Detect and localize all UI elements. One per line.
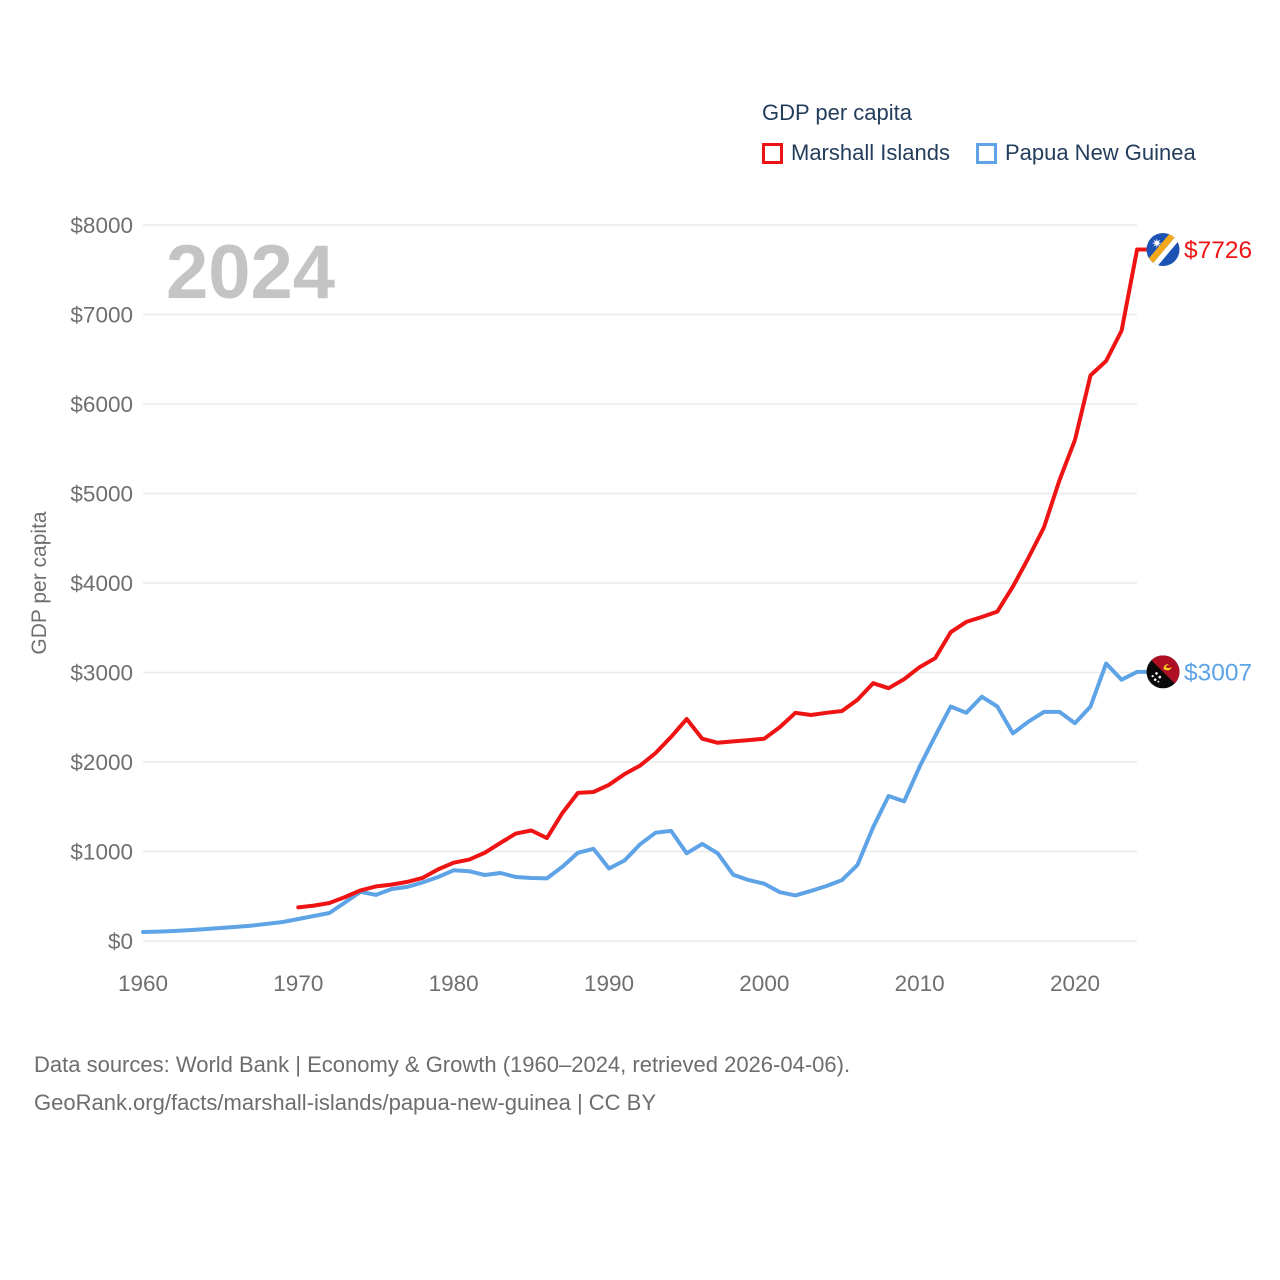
gridlines [143, 224, 1137, 942]
footer-attribution-link: GeoRank.org/facts/marshall-islands/papua… [34, 1090, 657, 1115]
x-axis-tick-labels: 1960 1970 1980 1990 2000 2010 2020 [118, 971, 1100, 996]
y-tick-label: $6000 [70, 392, 133, 417]
legend-row: Marshall Islands Papua New Guinea [762, 140, 1196, 166]
x-tick-label: 2000 [739, 971, 789, 996]
footer-data-sources: Data sources: World Bank | Economy & Gro… [34, 1052, 851, 1077]
papua-new-guinea-swatch-icon [975, 142, 997, 164]
legend-entry-marshall-islands: Marshall Islands [762, 140, 950, 166]
papua-new-guinea-line [141, 661, 1149, 934]
y-tick-label: $0 [108, 929, 133, 954]
chart-footer: Data sources: World Bank | Economy & Gro… [34, 1046, 850, 1122]
x-tick-label: 2010 [895, 971, 945, 996]
legend-label-papua-new-guinea: Papua New Guinea [1004, 140, 1196, 165]
x-tick-label: 1980 [429, 971, 479, 996]
y-tick-label: $5000 [70, 482, 133, 507]
y-tick-label: $3000 [70, 661, 133, 686]
y-tick-label: $8000 [70, 213, 133, 238]
marshall-islands-flag-icon [1146, 233, 1180, 267]
legend-title: GDP per capita [762, 100, 913, 125]
chart-legend: GDP per capita Marshall Islands Papua Ne… [762, 100, 1196, 166]
legend-entry-papua-new-guinea: Papua New Guinea [975, 140, 1196, 166]
papua-new-guinea-flag-icon [1146, 655, 1180, 689]
y-tick-label: $4000 [70, 571, 133, 596]
marshall-islands-end-value: $7726 [1184, 237, 1252, 264]
x-tick-label: 1960 [118, 971, 168, 996]
x-tick-label: 2020 [1050, 971, 1100, 996]
year-watermark: 2024 [166, 230, 335, 315]
marshall-islands-swatch-icon [762, 142, 783, 164]
papua-new-guinea-end-value: $3007 [1184, 659, 1252, 686]
marshall-islands-line [296, 247, 1149, 910]
legend-label-marshall-islands: Marshall Islands [791, 140, 950, 165]
y-tick-label: $2000 [70, 750, 133, 775]
y-axis-title: GDP per capita [28, 511, 51, 655]
y-tick-label: $7000 [70, 303, 133, 328]
x-tick-label: 1990 [584, 971, 634, 996]
x-tick-label: 1970 [273, 971, 323, 996]
y-axis-tick-labels: $0 $1000 $2000 $3000 $4000 $5000 $6000 $7000 $80… [70, 213, 133, 954]
y-tick-label: $1000 [70, 840, 133, 865]
